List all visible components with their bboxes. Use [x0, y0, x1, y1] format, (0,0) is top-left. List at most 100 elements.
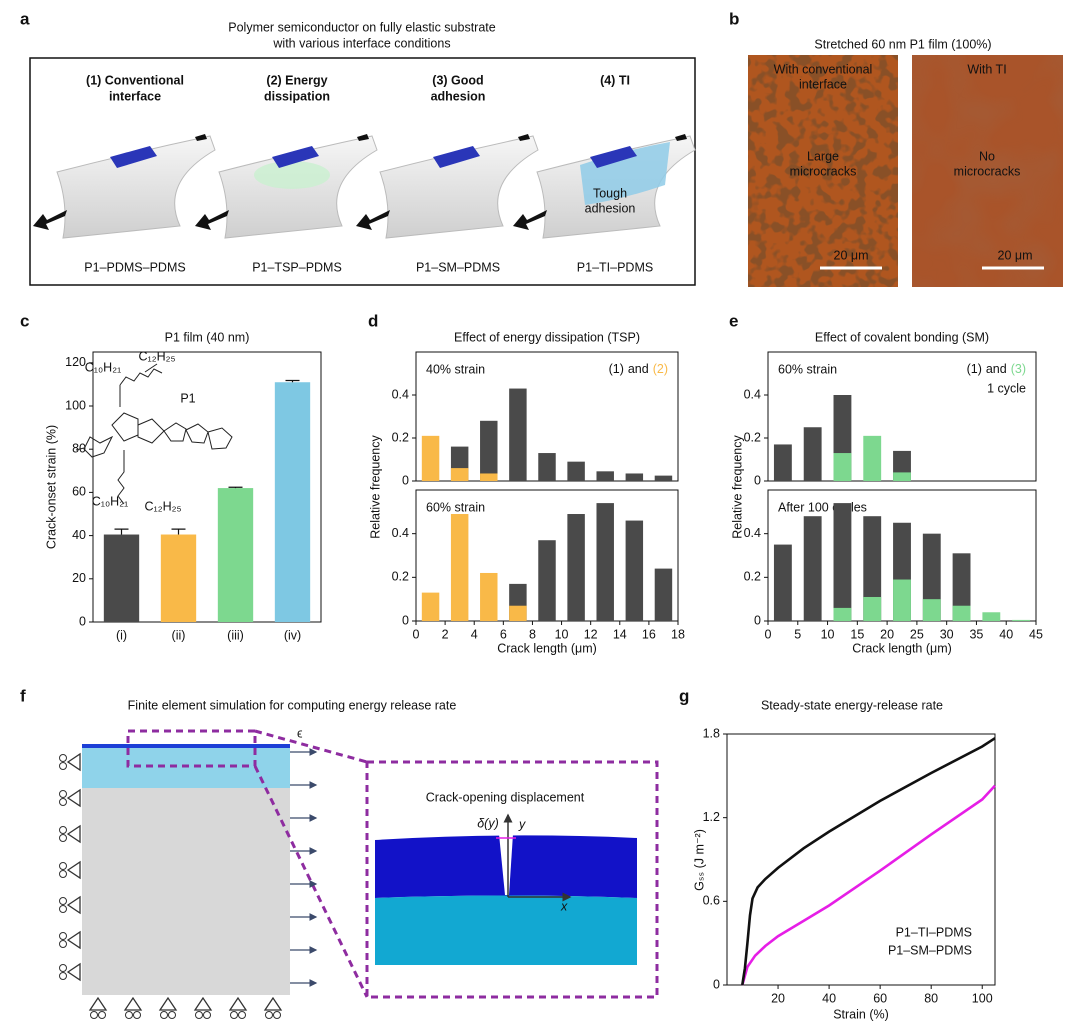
y-tick-label: 0.4 — [744, 526, 761, 540]
line — [741, 737, 996, 986]
clamp — [195, 134, 207, 141]
y-tick-label: 60 — [72, 485, 86, 499]
roller — [59, 790, 67, 798]
x-tick-label: (iii) — [227, 628, 244, 642]
support — [88, 996, 108, 1011]
y-tick-label: 0.2 — [392, 430, 409, 444]
x-tick-label: 10 — [555, 627, 569, 641]
error-bar — [228, 486, 243, 489]
x-axis-label: Crack length (μm) — [852, 641, 952, 655]
x-tick-label: 5 — [794, 627, 801, 641]
legend-entry: P1–SM–PDMS — [888, 943, 972, 957]
roller — [59, 964, 67, 972]
legend-joiner: and — [628, 362, 649, 376]
bar — [654, 475, 673, 481]
x-tick-label: 4 — [471, 627, 478, 641]
y-tick-label: 0 — [402, 473, 409, 487]
callout: adhesion — [585, 201, 636, 215]
panel-label: b — [729, 9, 739, 28]
panel-title: Stretched 60 nm P1 film (100%) — [814, 37, 991, 51]
support — [66, 788, 81, 808]
y-tick-label: 0 — [754, 473, 761, 487]
support — [66, 824, 81, 844]
x-tick-label: 35 — [969, 627, 983, 641]
support — [228, 996, 248, 1011]
stretch-arrow — [195, 210, 229, 230]
bar — [863, 596, 882, 621]
y-tick-label: 0.2 — [392, 570, 409, 584]
legend: (1) and (3) — [967, 362, 1026, 376]
error-bar — [171, 528, 186, 535]
bar — [1012, 619, 1031, 621]
x-tick-label: 40 — [822, 991, 836, 1005]
clamp — [675, 134, 687, 141]
bar — [509, 605, 527, 621]
structure-label: C₁₀H₂₁ — [92, 494, 129, 508]
image-caption: With conventional — [774, 62, 873, 76]
x-tick-label: 20 — [880, 627, 894, 641]
annotation: 1 cycle — [987, 381, 1026, 395]
annotation: After 100 cycles — [778, 500, 867, 514]
structure-bond — [75, 435, 114, 458]
clamp — [518, 134, 530, 141]
y-tick-label: 0.2 — [744, 430, 761, 444]
panel-label: g — [679, 686, 689, 705]
column-heading: interface — [109, 89, 161, 103]
image-caption: interface — [799, 77, 847, 91]
inset-title: Crack-opening displacement — [426, 790, 585, 804]
legend-entry: P1–TI–PDMS — [896, 925, 972, 939]
line — [741, 784, 996, 986]
x-tick-label: 10 — [821, 627, 835, 641]
chart-title: P1 film (40 nm) — [165, 330, 250, 344]
semiconductor-film — [433, 146, 480, 168]
annotation: 60% strain — [778, 362, 837, 376]
bar — [421, 435, 440, 481]
bar — [480, 420, 498, 481]
y-axis-label: Relative frequency — [368, 434, 382, 538]
column-heading: dissipation — [264, 89, 330, 103]
bar — [480, 473, 498, 481]
bar — [450, 468, 469, 481]
roller — [133, 1011, 141, 1019]
y-tick-label: 0 — [402, 613, 409, 627]
bar — [509, 388, 527, 481]
roller — [59, 940, 67, 948]
bar — [803, 427, 822, 481]
film-texture — [912, 55, 1063, 287]
bar — [538, 453, 556, 481]
x-tick-label: 100 — [972, 991, 993, 1005]
y-tick-label: 0.4 — [392, 526, 409, 540]
structure-label: C₁₂H₂₅ — [144, 499, 181, 513]
image-note: microcracks — [954, 164, 1021, 178]
roller — [59, 798, 67, 806]
image-note: No — [979, 149, 995, 163]
interlayer-glow — [254, 161, 330, 189]
structure-label: C₁₀H₂₁ — [85, 360, 122, 374]
structure-bond — [117, 450, 125, 505]
bar — [567, 514, 585, 621]
column-heading: (4) TI — [600, 73, 630, 87]
x-tick-label: 15 — [850, 627, 864, 641]
zoom-box — [126, 729, 257, 768]
column-heading: (2) Energy — [266, 73, 327, 87]
x-tick-label: 25 — [910, 627, 924, 641]
bar — [833, 503, 852, 621]
bar — [952, 605, 971, 621]
sample-label: P1–TI–PDMS — [577, 260, 653, 274]
y-tick-label: 0.2 — [744, 570, 761, 584]
x-tick-label: 18 — [671, 627, 685, 641]
interlayer-mesh — [375, 895, 637, 965]
y-tick-label: 0 — [754, 613, 761, 627]
support — [66, 860, 81, 880]
bar — [833, 607, 852, 621]
sample-label: P1–TSP–PDMS — [252, 260, 342, 274]
opening-symbol: δ(y) — [477, 816, 499, 830]
y-tick-label: 120 — [65, 355, 86, 369]
panel-a-frame — [29, 57, 696, 286]
x-tick-label: 0 — [413, 627, 420, 641]
x-tick-label: 30 — [940, 627, 954, 641]
y-tick-label: 1.8 — [703, 726, 720, 740]
substrate — [82, 788, 290, 995]
semiconductor-film — [590, 146, 637, 168]
roller — [59, 834, 67, 842]
